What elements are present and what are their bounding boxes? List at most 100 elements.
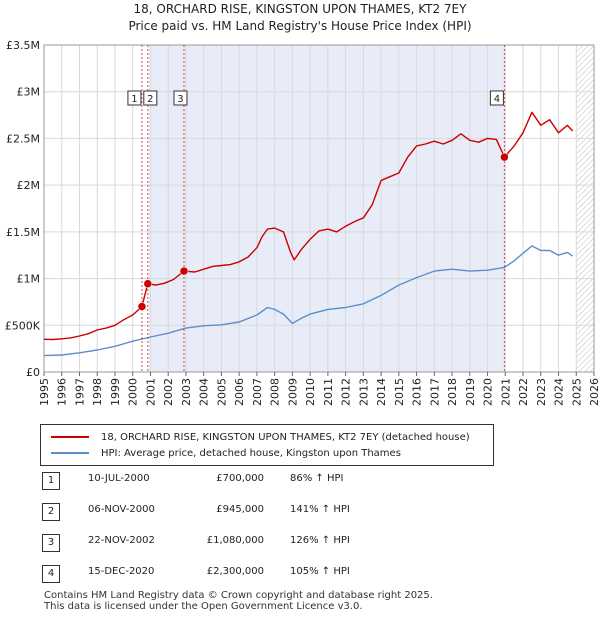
sale-point-4 bbox=[500, 152, 509, 162]
sale-marker-box-frame bbox=[143, 90, 158, 106]
plot-border bbox=[43, 44, 595, 373]
x-tick-label: 2015 bbox=[393, 378, 406, 406]
legend-swatch-property bbox=[51, 436, 89, 438]
sale-number-badge: 4 bbox=[42, 565, 60, 583]
plot-area bbox=[44, 45, 594, 372]
y-tick-label: £2M bbox=[17, 179, 41, 192]
x-tick-label: 2014 bbox=[375, 378, 388, 406]
sale-marker-box-frame bbox=[173, 90, 188, 106]
x-tick-label: 2005 bbox=[215, 378, 228, 406]
legend-item-hpi: HPI: Average price, detached house, King… bbox=[51, 445, 401, 461]
legend-label-hpi: HPI: Average price, detached house, King… bbox=[101, 447, 401, 459]
sale-date: 15-DEC-2020 bbox=[88, 566, 155, 577]
sale-row: 1 10-JUL-2000 £700,000 86% ↑ HPI bbox=[40, 470, 440, 492]
sale-marker-box-frame bbox=[127, 90, 142, 106]
y-tick-label: £500K bbox=[5, 319, 41, 332]
x-tick-label: 2020 bbox=[482, 378, 495, 406]
sale-marker-box-3: 3 bbox=[173, 90, 188, 106]
future-hatch bbox=[576, 45, 594, 372]
hpi-line bbox=[43, 245, 574, 357]
y-axis-ticks: £0 £500K £1M £1.5M £2M £2.5M £3M £3.5M bbox=[5, 39, 41, 379]
x-tick-label: 2000 bbox=[127, 378, 140, 406]
x-tick-label: 2023 bbox=[535, 378, 548, 406]
footer-attribution: Contains HM Land Registry data © Crown c… bbox=[44, 590, 433, 612]
x-tick-label: 2013 bbox=[357, 378, 370, 406]
y-tick-label: £3M bbox=[17, 86, 41, 99]
x-axis-ticks: 1995 1996 1997 1998 1999 2000 2001 2002 2003 2004… bbox=[38, 372, 600, 406]
sale-marker-label: 3 bbox=[177, 94, 183, 105]
sale-hpi-change: 141% ↑ HPI bbox=[290, 504, 350, 515]
sale-marker-box-4: 4 bbox=[489, 90, 504, 106]
x-tick-label: 1998 bbox=[91, 378, 104, 406]
sale-price: £700,000 bbox=[216, 473, 264, 484]
x-tick-label: 1999 bbox=[109, 378, 122, 406]
y-tick-label: £1.5M bbox=[6, 226, 40, 239]
legend-label-property: 18, ORCHARD RISE, KINGSTON UPON THAMES, … bbox=[101, 431, 470, 443]
sale-price: £2,300,000 bbox=[206, 566, 264, 577]
y-tick-label: £2.5M bbox=[6, 132, 40, 145]
x-tick-label: 2008 bbox=[269, 378, 282, 406]
x-tick-label: 2004 bbox=[198, 378, 211, 406]
legend: 18, ORCHARD RISE, KINGSTON UPON THAMES, … bbox=[40, 424, 494, 466]
sale-marker-label: 4 bbox=[494, 94, 500, 105]
sale-row: 3 22-NOV-2002 £1,080,000 126% ↑ HPI bbox=[40, 532, 440, 554]
x-tick-label: 2024 bbox=[553, 378, 566, 406]
sale-price: £1,080,000 bbox=[206, 535, 264, 546]
y-tick-label: £0 bbox=[26, 366, 40, 379]
legend-swatch-hpi bbox=[51, 452, 89, 454]
sale-point-2 bbox=[143, 279, 153, 288]
legend-item-property: 18, ORCHARD RISE, KINGSTON UPON THAMES, … bbox=[51, 429, 470, 445]
footer-line-copyright: Contains HM Land Registry data © Crown c… bbox=[44, 590, 433, 601]
sale-point-3 bbox=[179, 266, 189, 276]
sale-number-badge: 2 bbox=[42, 503, 60, 521]
x-tick-label: 2003 bbox=[180, 378, 193, 406]
sale-marker-box-frame bbox=[489, 90, 504, 106]
sale-number-badge: 1 bbox=[42, 472, 60, 490]
x-tick-label: 2016 bbox=[411, 378, 424, 406]
series-lines bbox=[43, 111, 574, 357]
sale-vlines bbox=[141, 45, 505, 372]
y-tick-label: £1M bbox=[17, 273, 41, 286]
sale-price: £945,000 bbox=[216, 504, 264, 515]
x-tick-label: 2009 bbox=[286, 378, 299, 406]
chart-title: 18, ORCHARD RISE, KINGSTON UPON THAMES, … bbox=[133, 2, 467, 16]
x-tick-label: 2026 bbox=[588, 378, 600, 406]
sale-marker-box-2: 2 bbox=[143, 90, 158, 106]
footer-line-licence: This data is licensed under the Open Gov… bbox=[44, 601, 363, 612]
sale-marker-label: 1 bbox=[131, 94, 137, 105]
sale-hpi-change: 86% ↑ HPI bbox=[290, 473, 344, 484]
x-tick-label: 2002 bbox=[162, 378, 175, 406]
chart-subtitle: Price paid vs. HM Land Registry's House … bbox=[128, 19, 472, 33]
sale-point-1 bbox=[137, 302, 147, 311]
ownership-shading bbox=[148, 45, 505, 372]
x-tick-label: 2018 bbox=[446, 378, 459, 406]
sale-hpi-change: 105% ↑ HPI bbox=[290, 566, 350, 577]
sale-row: 2 06-NOV-2000 £945,000 141% ↑ HPI bbox=[40, 501, 440, 523]
sale-row: 4 15-DEC-2020 £2,300,000 105% ↑ HPI bbox=[40, 563, 440, 585]
y-tick-label: £3.5M bbox=[6, 39, 40, 52]
sale-date: 22-NOV-2002 bbox=[88, 535, 155, 546]
x-tick-label: 2007 bbox=[251, 378, 264, 406]
sale-hpi-change: 126% ↑ HPI bbox=[290, 535, 350, 546]
x-tick-label: 1995 bbox=[38, 378, 51, 406]
x-tick-label: 2010 bbox=[304, 378, 317, 406]
x-tick-label: 2022 bbox=[517, 378, 530, 406]
x-tick-label: 2001 bbox=[144, 378, 157, 406]
x-tick-label: 1996 bbox=[56, 378, 69, 406]
sale-number-badge: 3 bbox=[42, 534, 60, 552]
x-tick-label: 2017 bbox=[428, 378, 441, 406]
x-tick-label: 2019 bbox=[464, 378, 477, 406]
property-price-line bbox=[43, 111, 574, 341]
x-tick-label: 1997 bbox=[73, 378, 86, 406]
x-tick-label: 2006 bbox=[233, 378, 246, 406]
x-tick-label: 2021 bbox=[499, 378, 512, 406]
x-tick-label: 2011 bbox=[322, 378, 335, 406]
sale-date: 06-NOV-2000 bbox=[88, 504, 155, 515]
sale-date: 10-JUL-2000 bbox=[88, 473, 150, 484]
sale-marker-label: 2 bbox=[147, 94, 153, 105]
x-tick-label: 2025 bbox=[570, 378, 583, 406]
sale-marker-box-1: 1 bbox=[127, 90, 142, 106]
x-tick-label: 2012 bbox=[340, 378, 353, 406]
